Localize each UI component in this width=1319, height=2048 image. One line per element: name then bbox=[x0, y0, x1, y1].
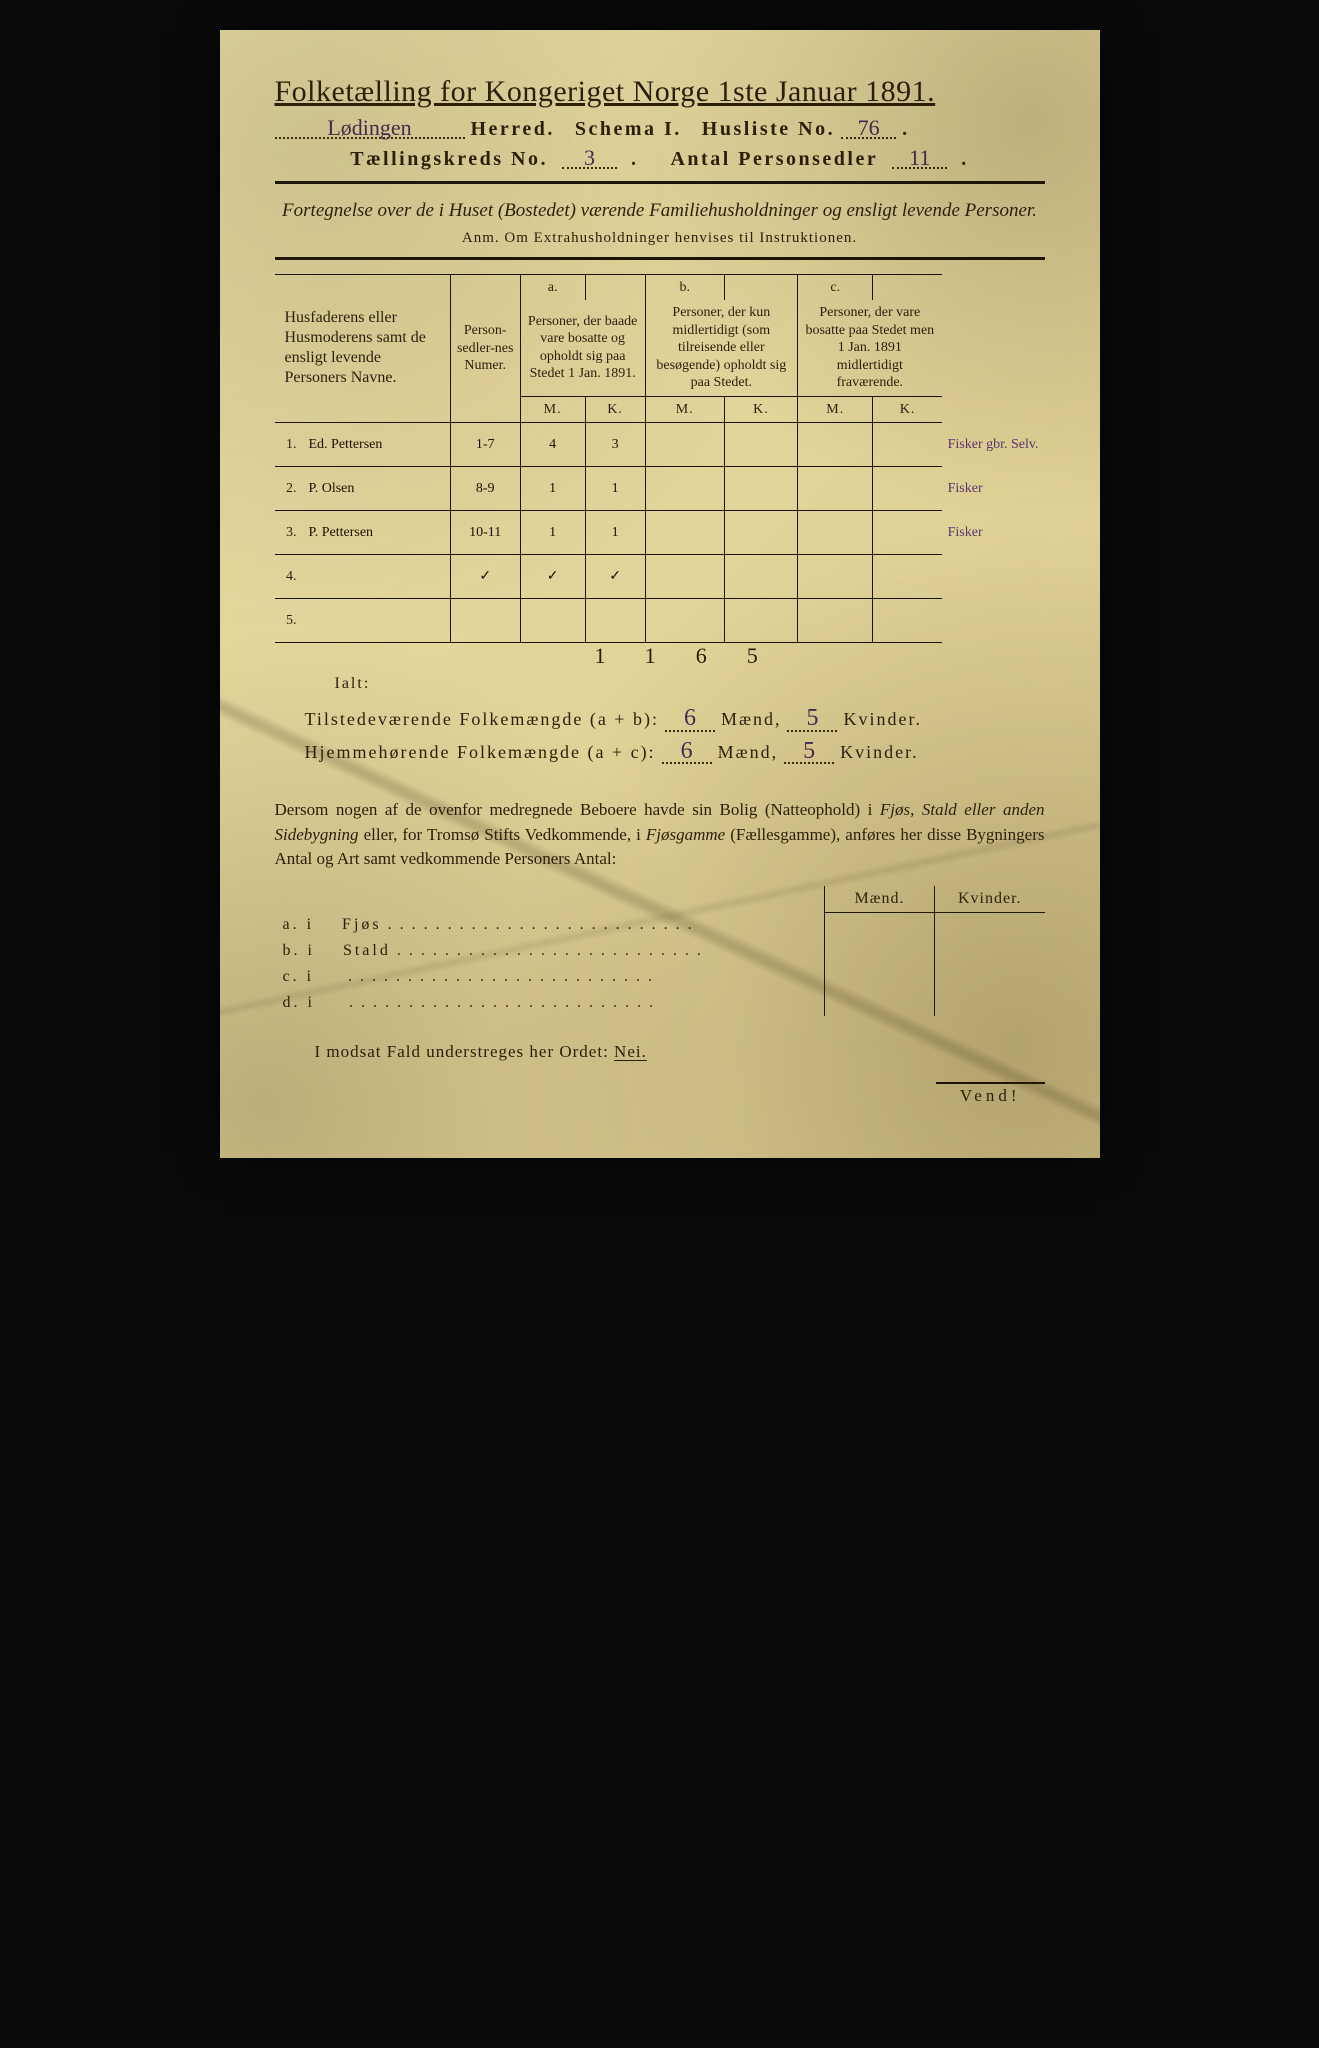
sum1-m: 6 bbox=[665, 705, 715, 731]
kvinder-label: Kvinder. bbox=[843, 709, 922, 730]
husliste-value: 76 bbox=[841, 115, 896, 139]
table-row: 5. bbox=[275, 599, 1045, 643]
outbuilding-row: a. i Fjøs bbox=[275, 912, 1045, 938]
sub-k: K. bbox=[724, 396, 797, 423]
sub-m: M. bbox=[520, 396, 585, 423]
outbuilding-paragraph: Dersom nogen af de ovenfor medregnede Be… bbox=[275, 798, 1045, 872]
kreds-value: 3 bbox=[562, 145, 617, 169]
kvinder-label: Kvinder. bbox=[840, 742, 919, 763]
vend-label: Vend! bbox=[936, 1082, 1045, 1108]
anm-note: Anm. Om Extrahusholdninger henvises til … bbox=[275, 230, 1045, 247]
header-line-2: Tællingskreds No. 3. Antal Personsedler … bbox=[275, 145, 1045, 171]
header-line-1: Lødingen Herred. Schema I. Husliste No. … bbox=[275, 115, 1045, 141]
outbuilding-row: d. i bbox=[275, 990, 1045, 1016]
ialt-label: Ialt: bbox=[335, 675, 1045, 693]
schema-label: Schema I. bbox=[575, 118, 682, 141]
sum-line-present: Tilstedeværende Folkemængde (a + b): 6 M… bbox=[305, 705, 1045, 731]
husliste-label: Husliste No. bbox=[702, 118, 835, 141]
col-a-top: a. bbox=[520, 274, 585, 300]
table-row: 3.P. Pettersen10-1111Fisker bbox=[275, 511, 1045, 555]
col-b-top: b. bbox=[645, 274, 724, 300]
col-b-header: Personer, der kun midlertidigt (som tilr… bbox=[645, 300, 797, 396]
tally-row: 1165 bbox=[275, 643, 1045, 669]
outbuilding-row: c. i bbox=[275, 964, 1045, 990]
table-row: 2.P. Olsen8-911Fisker bbox=[275, 467, 1045, 511]
page-title: Folketælling for Kongeriget Norge 1ste J… bbox=[275, 75, 1045, 109]
table-row: 1.Ed. Pettersen1-743Fisker gbr. Selv. bbox=[275, 423, 1045, 467]
maend-label: Mænd, bbox=[718, 742, 779, 763]
maend-label: Mænd, bbox=[721, 709, 782, 730]
col-c-top: c. bbox=[798, 274, 873, 300]
col-name-header: Husfaderens eller Husmoderens samt de en… bbox=[275, 274, 451, 423]
col-a-header: Personer, der baade vare bosatte og opho… bbox=[520, 300, 645, 396]
outbuildings-table: Mænd. Kvinder. a. i Fjøsb. i Staldc. i d… bbox=[275, 886, 1045, 1017]
herred-label: Herred. bbox=[471, 118, 555, 141]
antal-value: 11 bbox=[892, 145, 947, 169]
census-form-page: Folketælling for Kongeriget Norge 1ste J… bbox=[220, 30, 1100, 1158]
kreds-label: Tællingskreds No. bbox=[350, 148, 548, 171]
divider bbox=[275, 181, 1045, 184]
sum-line-resident: Hjemmehørende Folkemængde (a + c): 6 Mæn… bbox=[305, 738, 1045, 764]
nei-word: Nei. bbox=[614, 1042, 647, 1061]
table-row: 4.✓✓✓ bbox=[275, 555, 1045, 599]
outbuilding-row: b. i Stald bbox=[275, 938, 1045, 964]
divider bbox=[275, 257, 1045, 260]
subtitle: Fortegnelse over de i Huset (Bostedet) v… bbox=[275, 198, 1045, 224]
antal-label: Antal Personsedler bbox=[670, 148, 878, 171]
sub-k: K. bbox=[873, 396, 942, 423]
col-c-header: Personer, der vare bosatte paa Stedet me… bbox=[798, 300, 942, 396]
sub-m: M. bbox=[645, 396, 724, 423]
sum2-m: 6 bbox=[662, 738, 712, 764]
footer-text: I modsat Fald understreges her Ordet: bbox=[315, 1042, 609, 1061]
col-num-header: Person-sedler-nes Numer. bbox=[450, 274, 520, 423]
sum2-label: Hjemmehørende Folkemængde (a + c): bbox=[305, 742, 656, 763]
herred-value: Lødingen bbox=[275, 115, 465, 139]
footer-line: I modsat Fald understreges her Ordet: Ne… bbox=[315, 1042, 1045, 1062]
sum1-k: 5 bbox=[787, 705, 837, 731]
sub-k: K. bbox=[585, 396, 645, 423]
households-table: Husfaderens eller Husmoderens samt de en… bbox=[275, 274, 1045, 644]
outb-kvinder-header: Kvinder. bbox=[935, 886, 1045, 913]
outb-maend-header: Mænd. bbox=[825, 886, 935, 913]
sub-m: M. bbox=[798, 396, 873, 423]
sum1-label: Tilstedeværende Folkemængde (a + b): bbox=[305, 709, 659, 730]
sum2-k: 5 bbox=[784, 738, 834, 764]
